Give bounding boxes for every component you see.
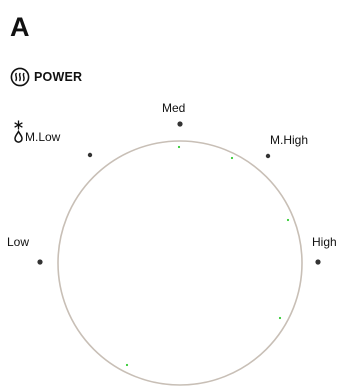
marker-low[interactable] [37, 259, 43, 265]
label-m-high: M.High [270, 133, 309, 147]
label-high: High [312, 235, 337, 249]
section-letter: A [10, 12, 30, 42]
label-med: Med [162, 101, 186, 115]
indicator-dot [286, 218, 290, 222]
label-low: Low [7, 235, 30, 249]
power-heat-icon [10, 67, 30, 87]
power-label: POWER [34, 70, 83, 84]
indicator-dot [230, 156, 234, 160]
label-m-low: M.Low [25, 130, 61, 144]
indicator-dot [125, 363, 129, 367]
snowflake-drop-icon [14, 120, 23, 143]
indicator-dot [177, 145, 181, 149]
marker-m-low[interactable] [87, 152, 93, 158]
marker-med[interactable] [177, 121, 183, 127]
dial-ring [57, 140, 303, 386]
power-indicator: POWER [10, 66, 82, 88]
marker-high[interactable] [315, 259, 321, 265]
marker-m-high[interactable] [265, 153, 271, 159]
indicator-dot [278, 316, 282, 320]
